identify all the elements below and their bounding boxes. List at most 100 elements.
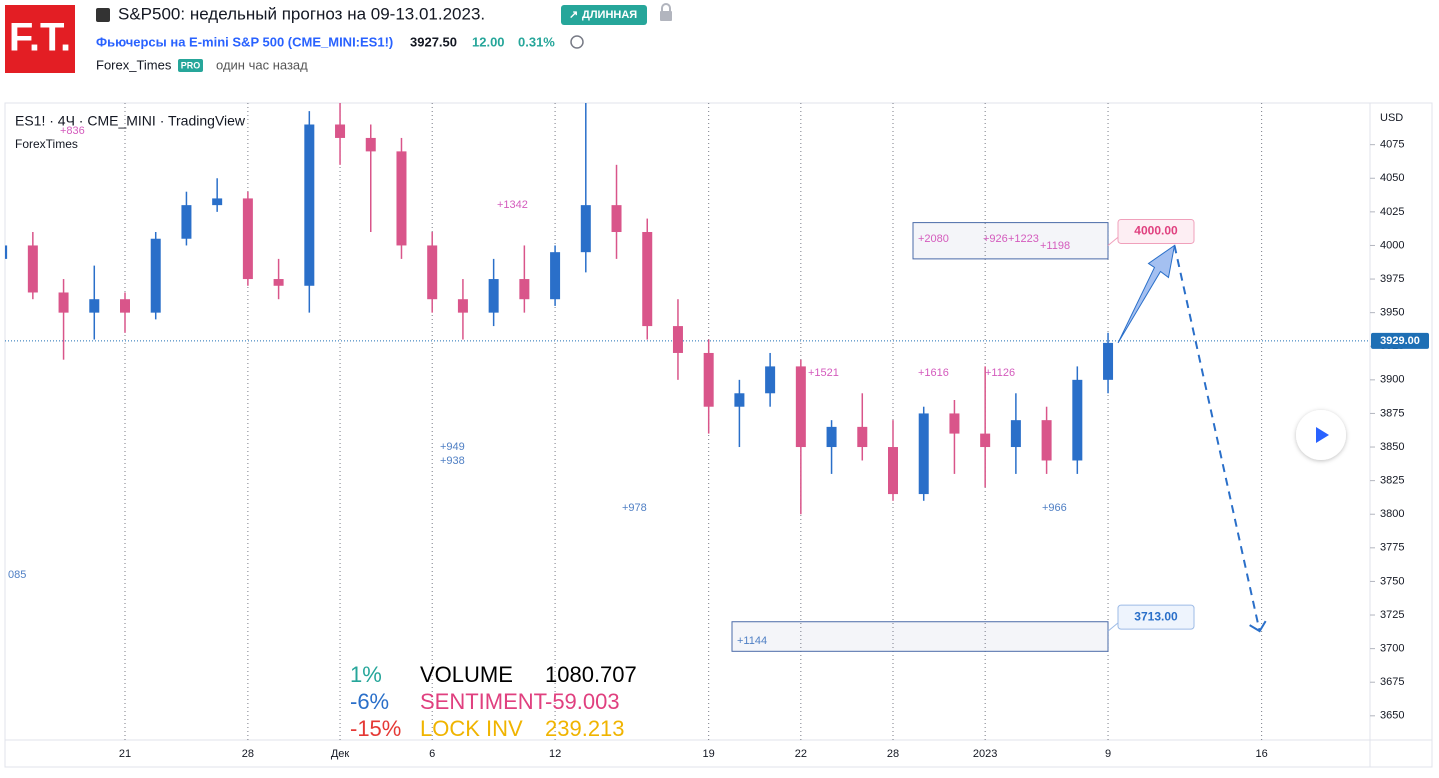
target-zone: [731, 621, 1109, 652]
symbol-change: 12.00: [472, 34, 505, 49]
y-tick-label: 3900: [1380, 374, 1404, 386]
stat-cell: 239.213: [545, 716, 625, 741]
candle-body: [427, 245, 438, 300]
y-tick-label: 3700: [1380, 643, 1404, 655]
candle-body: [120, 299, 130, 313]
candle-body: [580, 205, 591, 253]
candle-body: [212, 198, 223, 206]
stat-cell: LOCK INV: [420, 716, 523, 741]
last-price-label: 3929.00: [1380, 335, 1420, 347]
candle-body: [642, 232, 653, 327]
candle-body: [396, 151, 407, 246]
x-tick-label: 9: [1105, 748, 1111, 760]
annotation: 085: [8, 569, 26, 581]
x-tick-label: 16: [1256, 748, 1268, 760]
y-tick-label: 3775: [1380, 542, 1404, 554]
annotation: +949: [440, 441, 465, 453]
x-tick-label: 21: [119, 748, 131, 760]
candle-body: [611, 205, 622, 233]
long-badge: [561, 5, 647, 25]
annotation: +1144: [737, 635, 767, 647]
stat-cell: -15%: [350, 716, 401, 741]
symbol-price: 3927.50: [410, 34, 457, 49]
x-tick-label: 12: [549, 748, 561, 760]
stat-cell: -59.003: [545, 689, 620, 714]
annotation: +1521: [808, 367, 839, 379]
annotation: +1126: [985, 367, 1015, 379]
candle-body: [826, 426, 837, 448]
candle-body: [888, 447, 898, 495]
x-tick-label: 2023: [973, 748, 997, 760]
post-time: один час назад: [216, 57, 308, 72]
symbol-change-pct: 0.31%: [518, 34, 555, 49]
candle-body: [58, 292, 69, 313]
x-tick-label: 22: [795, 748, 807, 760]
pro-text: PRO: [181, 60, 201, 70]
forecast-down-arrow: [1173, 245, 1261, 632]
annotation: +1198: [1040, 240, 1070, 252]
candle-body: [1072, 379, 1083, 461]
target-zone: [912, 222, 1109, 260]
idea-title: S&P500: недельный прогноз на 09-13.01.20…: [118, 4, 485, 23]
stat-cell: -6%: [350, 689, 389, 714]
currency: USD: [1380, 112, 1403, 124]
clock-icon: [570, 35, 584, 49]
legend-title: ES1! · 4Ч · CME_MINI · TradingView: [15, 113, 246, 129]
badge-arrow: ↗: [569, 9, 578, 21]
candle-body: [181, 205, 192, 239]
play-icon: [1316, 427, 1329, 443]
target-down-callout-label: 3713.00: [1134, 609, 1178, 623]
candle-body: [365, 137, 376, 152]
y-tick-label: 4075: [1380, 139, 1404, 151]
annotation: +836: [60, 125, 85, 137]
stat-cell: 1080.707: [545, 662, 637, 687]
candle-body: [89, 299, 100, 313]
target-up-callout-label: 4000.00: [1134, 224, 1178, 238]
y-tick-label: 3850: [1380, 441, 1404, 453]
legend-author: ForexTimes: [15, 137, 78, 151]
candle-body: [1103, 342, 1114, 380]
logo-text: F.T.: [9, 16, 71, 60]
symbol-link[interactable]: Фьючерсы на E-mini S&P 500 (CME_MINI:ES1…: [96, 34, 393, 49]
forecast-up-arrow: [1117, 244, 1176, 344]
candle-body: [457, 299, 468, 313]
author[interactable]: Forex_Times: [96, 57, 172, 72]
annotation: +1616: [918, 367, 949, 379]
x-tick-label: 28: [242, 748, 254, 760]
candle-body: [765, 366, 776, 394]
candle-body: [1041, 420, 1052, 461]
y-tick-label: 3825: [1380, 475, 1404, 487]
y-tick-label: 3650: [1380, 710, 1404, 722]
candle-body: [5, 245, 8, 259]
x-tick-label: 6: [429, 748, 435, 760]
target-down-callout: [1117, 604, 1195, 630]
annotation: +1223: [1008, 233, 1039, 245]
annotation: +966: [1042, 502, 1067, 514]
y-tick-label: 4025: [1380, 206, 1404, 218]
annotation: +978: [622, 502, 647, 514]
candle-body: [980, 433, 991, 448]
plot: +836 +1342 +949 +938 +978 +2080 +926 +1223+1198…: [5, 103, 1370, 740]
candle-body: [857, 426, 868, 448]
y-tick-label: 4050: [1380, 172, 1404, 184]
y-tick-label: 3950: [1380, 307, 1404, 319]
y-tick-label: 3725: [1380, 609, 1404, 621]
candle-body: [1010, 420, 1021, 448]
lock-shackle: [661, 3, 671, 11]
idea-icon: [96, 8, 110, 22]
annotation: +926: [983, 233, 1008, 245]
x-tick-label: 28: [887, 748, 899, 760]
y-tick-label: 3800: [1380, 508, 1404, 520]
candle-body: [150, 238, 161, 313]
candle-body: [488, 279, 499, 313]
x-tick-label: 19: [703, 748, 715, 760]
badge-text: ДЛИННАЯ: [582, 9, 637, 21]
y-tick-label: 3975: [1380, 273, 1404, 285]
candle-body: [519, 279, 530, 300]
logo[interactable]: [5, 5, 75, 73]
forecast-arrowhead: [1249, 620, 1267, 633]
candle-body: [703, 352, 714, 407]
candle-body: [672, 326, 683, 353]
candle-body: [273, 279, 284, 286]
last-price-tag: [1371, 332, 1429, 349]
